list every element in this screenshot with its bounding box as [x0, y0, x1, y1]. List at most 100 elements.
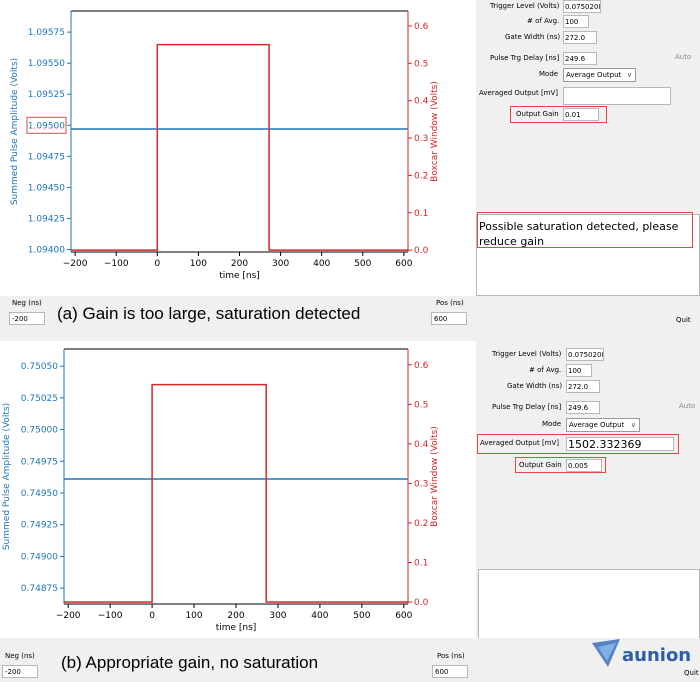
pos-field[interactable]: 600: [431, 312, 467, 325]
settings-panel-b: Trigger Level (Volts) 0.0750208 # of Avg…: [476, 341, 700, 641]
right-y-tick-label: 0.4: [414, 97, 429, 107]
averaged-output-field[interactable]: [563, 87, 671, 105]
logo-arrow-highlight: [598, 643, 616, 661]
saturation-message: Possible saturation detected, please red…: [479, 220, 679, 248]
chart-a: −200 −100 0 100 200 300 400 500 600 time [ns] 1.09…: [10, 10, 440, 281]
gate-width-field[interactable]: 272.0: [566, 380, 600, 393]
pos-field[interactable]: 600: [432, 665, 468, 678]
right-y-tick-label: 0.0: [414, 598, 429, 608]
averaged-output-label: Averaged Output [mV]: [479, 89, 559, 97]
settings-panel-a: Trigger Level (Volts) 0.0750208 # of Avg…: [476, 0, 700, 296]
num-avg-field[interactable]: 100: [563, 15, 589, 28]
output-gain-label: Output Gain: [516, 110, 559, 118]
x-tick-label: 300: [272, 259, 289, 269]
mode-label: Mode: [542, 420, 562, 428]
boxcar-window-line: [64, 383, 408, 603]
left-y-tick-label: 1.09425: [28, 214, 65, 224]
highlighted-tick-box: [26, 116, 67, 134]
message-highlight: [477, 212, 693, 248]
left-y-tick-label: 1.09575: [28, 28, 65, 38]
output-gain-highlight: [510, 106, 607, 123]
quit-button[interactable]: Quit: [676, 316, 691, 324]
output-gain-field[interactable]: 0.005: [566, 459, 602, 472]
left-y-tick-label: 0.74925: [21, 521, 58, 531]
averaged-output-highlight: [477, 434, 679, 454]
left-y-tick-label: 0.75050: [21, 362, 58, 372]
x-tick-label: 600: [395, 611, 412, 621]
neg-field[interactable]: -200: [2, 665, 38, 678]
mode-label: Mode: [539, 70, 559, 78]
pulse-trg-delay-field[interactable]: 249.6: [563, 52, 597, 65]
output-gain-highlight: [515, 457, 606, 473]
x-tick-label: 500: [353, 611, 370, 621]
left-y-tick-label: 0.75025: [21, 394, 58, 404]
trigger-level-field[interactable]: 0.0750208: [566, 348, 604, 361]
right-y-tick-label: 0.6: [414, 361, 429, 371]
auto-button[interactable]: Auto: [679, 402, 696, 410]
left-y-tick-label: 0.74950: [21, 489, 58, 499]
averaged-output-label: Averaged Output [mV]: [480, 439, 560, 447]
plot-area: [71, 11, 408, 252]
left-y-tick-label: 1.09400: [28, 246, 65, 256]
panel-a: −200 −100 0 100 200 300 400 500 600 time [ns] 1.09…: [0, 0, 700, 340]
x-tick-label: 200: [231, 259, 248, 269]
pos-label: Pos (ns): [437, 652, 465, 660]
trigger-level-field[interactable]: 0.0750208: [563, 0, 601, 13]
x-tick-label: −100: [98, 611, 123, 621]
auto-button[interactable]: Auto: [675, 53, 692, 61]
num-avg-field[interactable]: 100: [566, 364, 592, 377]
left-y-tick-label: 0.74875: [21, 584, 58, 594]
num-avg-label: # of Avg.: [529, 366, 562, 374]
neg-field[interactable]: -200: [9, 312, 45, 325]
plot-area: [64, 349, 408, 604]
quit-button[interactable]: Quit: [684, 669, 699, 677]
message-box: [478, 569, 700, 641]
averaged-output-field[interactable]: 1502.332369: [566, 437, 674, 451]
trigger-level-label: Trigger Level (Volts): [490, 2, 560, 10]
output-gain-field[interactable]: 0.01: [563, 108, 599, 121]
right-y-tick-label: 0.1: [414, 558, 428, 568]
right-y-tick-label: 0.0: [414, 246, 429, 256]
pulse-trg-delay-field[interactable]: 249.6: [566, 401, 600, 414]
right-y-tick-label: 0.4: [414, 440, 429, 450]
pulse-trg-delay-label: Pulse Trg Delay [ns]: [490, 54, 560, 62]
boxcar-window-line: [71, 43, 408, 251]
mode-select[interactable]: Average Output ∨: [566, 418, 640, 432]
x-tick-label: 400: [311, 611, 328, 621]
pulse-trg-delay-label: Pulse Trg Delay [ns]: [492, 403, 562, 411]
chart-b: −200 −100 0 100 200 300 400 500 600 time [ns] 0.75…: [2, 348, 440, 633]
x-tick-label: 100: [185, 611, 202, 621]
mode-select[interactable]: Average Output ∨: [563, 68, 636, 82]
x-tick-label: 100: [190, 259, 207, 269]
mode-select-value: Average Output: [569, 421, 625, 429]
left-y-tick-label: 0.74975: [21, 457, 58, 467]
neg-label: Neg (ns): [5, 652, 35, 660]
logo-text: aunion: [622, 645, 690, 666]
bottom-bar-a: Neg (ns) -200 Pos (ns) 600 Quit: [0, 296, 700, 340]
x-tick-label: 0: [154, 259, 160, 269]
pos-label: Pos (ns): [436, 299, 464, 307]
left-y-tick-label: 1.09525: [28, 90, 65, 100]
chevron-down-icon: ∨: [626, 71, 632, 79]
left-y-axis-label: Summed Pulse Amplitude (Volts): [10, 58, 20, 205]
right-y-axis-label: Boxcar Window (Volts): [430, 426, 440, 527]
caption-a: (a) Gain is too large, saturation detect…: [57, 304, 361, 323]
x-tick-label: −200: [56, 611, 81, 621]
gate-width-field[interactable]: 272.0: [563, 31, 597, 44]
x-tick-label: 300: [269, 611, 286, 621]
right-y-tick-label: 0.3: [414, 479, 428, 489]
x-axis-label: time [ns]: [219, 271, 260, 281]
x-tick-label: −200: [63, 259, 88, 269]
output-gain-label: Output Gain: [519, 461, 562, 469]
right-y-axis-label: Boxcar Window (Volts): [430, 81, 440, 182]
x-tick-label: −100: [104, 259, 129, 269]
aunion-logo: aunion: [592, 639, 690, 667]
gate-width-label: Gate Width (ns): [507, 382, 563, 390]
x-axis-label: time [ns]: [216, 623, 257, 633]
left-y-tick-label: 1.09450: [28, 183, 65, 193]
x-tick-label: 400: [313, 259, 330, 269]
right-y-tick-label: 0.6: [414, 22, 429, 32]
x-tick-label: 500: [354, 259, 371, 269]
num-avg-label: # of Avg.: [527, 17, 560, 25]
right-y-tick-label: 0.2: [414, 171, 428, 181]
